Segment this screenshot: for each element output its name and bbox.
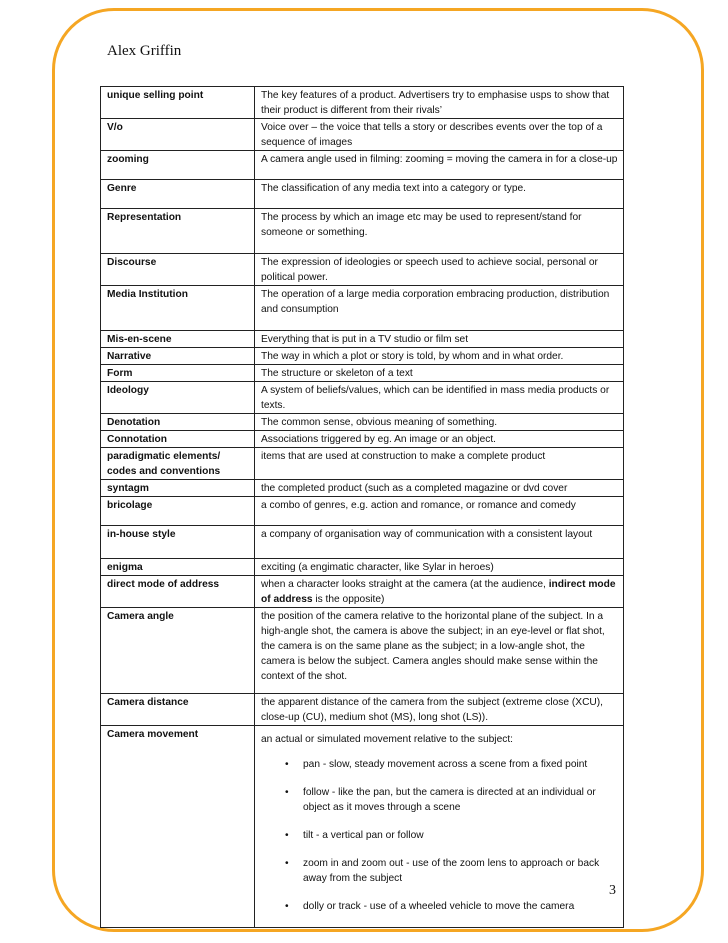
bullet-item: follow - like the pan, but the camera is…	[285, 785, 618, 815]
definition-cell: The common sense, obvious meaning of som…	[254, 413, 624, 431]
page-frame-border	[52, 8, 704, 932]
definition-bold: indirect mode of address	[261, 579, 616, 605]
definition-cell: a combo of genres, e.g. action and roman…	[254, 496, 624, 526]
table-row: V/o Voice over – the voice that tells a s…	[100, 118, 624, 151]
table-row: Media Institution The operation of a larg…	[100, 285, 624, 331]
bullet-item: zoom in and zoom out - use of the zoom l…	[285, 856, 618, 886]
table-row: Mis-en-scene Everything that is put in a …	[100, 330, 624, 348]
table-row: Discourse The expression of ideologies or…	[100, 253, 624, 286]
term-cell: enigma	[100, 558, 255, 576]
term-cell: Form	[100, 364, 255, 382]
table-row: Ideology A system of beliefs/values, whic…	[100, 381, 624, 414]
table-row: enigma exciting (a engimatic character, l…	[100, 558, 624, 576]
definition-cell: The process by which an image etc may be…	[254, 208, 624, 254]
definition-cell: the completed product (such as a complet…	[254, 479, 624, 497]
term-cell: unique selling point	[100, 86, 255, 119]
table-row: unique selling point The key features of …	[100, 86, 624, 119]
author-header: Alex Griffin	[107, 43, 182, 59]
page-number: 3	[609, 883, 616, 898]
table-row: Genre The classification of any media tex…	[100, 179, 624, 209]
term-cell: in-house style	[100, 525, 255, 559]
definition-intro: an actual or simulated movement relative…	[261, 734, 513, 745]
table-row: zooming A camera angle used in filming: z…	[100, 150, 624, 180]
term-cell: Mis-en-scene	[100, 330, 255, 348]
definition-cell: Voice over – the voice that tells a stor…	[254, 118, 624, 151]
table-row: Denotation The common sense, obvious mean…	[100, 413, 624, 431]
definition-cell: the position of the camera relative to t…	[254, 607, 624, 694]
term-cell: V/o	[100, 118, 255, 151]
term-cell: Ideology	[100, 381, 255, 414]
table-row: direct mode of address when a character l…	[100, 575, 624, 608]
definition-cell: exciting (a engimatic character, like Sy…	[254, 558, 624, 576]
term-cell: Discourse	[100, 253, 255, 286]
term-cell: direct mode of address	[100, 575, 255, 608]
term-cell: bricolage	[100, 496, 255, 526]
definition-cell: The expression of ideologies or speech u…	[254, 253, 624, 286]
table-row: paradigmatic elements/ codes and convent…	[100, 447, 624, 480]
definition-cell: items that are used at construction to m…	[254, 447, 624, 480]
table-row: syntagm the completed product (such as a …	[100, 479, 624, 497]
definition-pre: when a character looks straight at the c…	[261, 579, 549, 590]
definition-cell: The way in which a plot or story is told…	[254, 347, 624, 365]
table-row: in-house style a company of organisation …	[100, 525, 624, 559]
term-cell: Camera angle	[100, 607, 255, 694]
definition-cell: when a character looks straight at the c…	[254, 575, 624, 608]
definition-cell: The key features of a product. Advertise…	[254, 86, 624, 119]
table-row: Camera distance the apparent distance of …	[100, 693, 624, 726]
glossary-table: unique selling point The key features of …	[100, 86, 624, 928]
term-cell: Narrative	[100, 347, 255, 365]
term-cell: Connotation	[100, 430, 255, 448]
definition-cell: A camera angle used in filming: zooming …	[254, 150, 624, 180]
definition-cell: the apparent distance of the camera from…	[254, 693, 624, 726]
table-row: Form The structure or skeleton of a text	[100, 364, 624, 382]
table-row: Camera movement an actual or simulated mo…	[100, 725, 624, 928]
term-cell: Representation	[100, 208, 255, 254]
term-cell: zooming	[100, 150, 255, 180]
term-cell: Camera distance	[100, 693, 255, 726]
definition-cell: Everything that is put in a TV studio or…	[254, 330, 624, 348]
definition-cell: The classification of any media text int…	[254, 179, 624, 209]
table-row: bricolage a combo of genres, e.g. action …	[100, 496, 624, 526]
table-row: Representation The process by which an im…	[100, 208, 624, 254]
bullet-item: dolly or track - use of a wheeled vehicl…	[285, 899, 618, 914]
table-row: Narrative The way in which a plot or stor…	[100, 347, 624, 365]
term-cell: paradigmatic elements/ codes and convent…	[100, 447, 255, 480]
definition-cell: A system of beliefs/values, which can be…	[254, 381, 624, 414]
definition-cell: The structure or skeleton of a text	[254, 364, 624, 382]
term-cell: Denotation	[100, 413, 255, 431]
definition-cell: an actual or simulated movement relative…	[254, 725, 624, 928]
bullet-item: pan - slow, steady movement across a sce…	[285, 757, 618, 772]
table-row: Connotation Associations triggered by eg.…	[100, 430, 624, 448]
definition-cell: Associations triggered by eg. An image o…	[254, 430, 624, 448]
table-row: Camera angle the position of the camera r…	[100, 607, 624, 694]
definition-post: is the opposite)	[312, 594, 385, 605]
bullet-item: tilt - a vertical pan or follow	[285, 828, 618, 843]
term-cell: Media Institution	[100, 285, 255, 331]
definition-cell: The operation of a large media corporati…	[254, 285, 624, 331]
term-cell: syntagm	[100, 479, 255, 497]
term-cell: Camera movement	[100, 725, 255, 928]
definition-cell: a company of organisation way of communi…	[254, 525, 624, 559]
term-cell: Genre	[100, 179, 255, 209]
bullet-list: pan - slow, steady movement across a sce…	[261, 757, 618, 914]
